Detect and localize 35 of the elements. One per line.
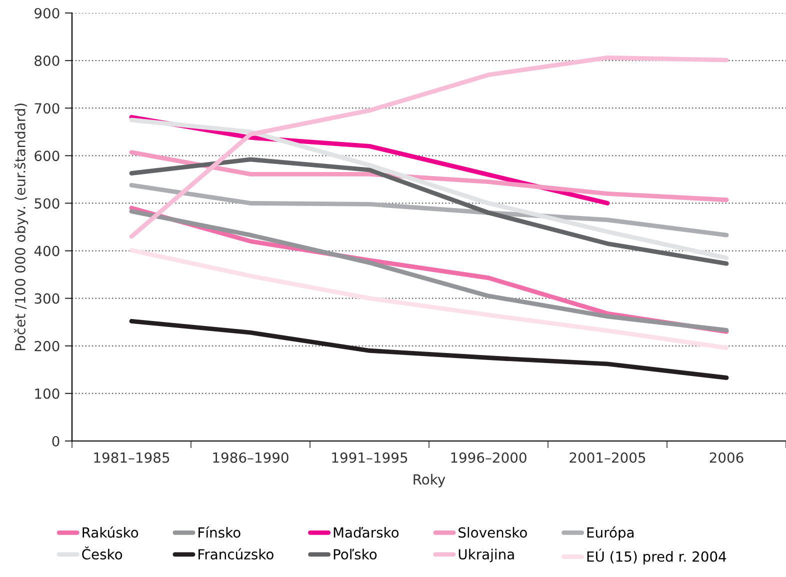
legend-label: Maďarsko (334, 526, 399, 538)
x-tick-label: 2001–2005 (570, 452, 646, 463)
y-tick-label: 100 (35, 388, 60, 399)
legend-label: Ukrajina (458, 548, 514, 562)
x-tick-label: 1996–2000 (451, 452, 526, 463)
legend-label: Poľsko (334, 548, 377, 560)
legend-label: Česko (82, 546, 122, 560)
legend-label: Francúzsko (198, 548, 274, 560)
legend-label: Rakúsko (82, 526, 138, 538)
y-axis-title: Počet /100 000 obyv. (eur.štandard) (14, 104, 28, 350)
y-tick-label: 400 (34, 246, 60, 256)
x-tick-label: 1991–1995 (332, 452, 408, 463)
y-tick-label: 700 (34, 103, 60, 114)
x-tick-label: 2006 (710, 452, 744, 463)
legend-label: EÚ (15) pred r. 2004 (587, 548, 726, 564)
x-tick-label: 1981–1985 (94, 452, 170, 463)
legend-label: Európa (587, 526, 634, 540)
y-tick-label: 500 (34, 198, 60, 209)
line-series (129, 150, 729, 202)
x-tick-label: 1986–1990 (213, 452, 288, 463)
y-tick-label: 200 (34, 340, 60, 352)
line-series (129, 55, 729, 239)
y-tick-label: 0 (52, 436, 60, 446)
y-tick-label: 300 (34, 293, 60, 304)
line-series (129, 318, 729, 380)
legend-label: Slovensko (458, 526, 527, 538)
line-series (129, 157, 729, 266)
line-series (129, 182, 729, 238)
y-tick-label: 600 (34, 150, 60, 162)
line-series (129, 248, 729, 350)
y-tick-label: 900 (34, 8, 60, 18)
y-tick-label: 800 (34, 56, 60, 66)
line-series (129, 118, 729, 260)
legend-label: Fínsko (198, 526, 240, 538)
x-axis-title: Roky (414, 474, 446, 488)
